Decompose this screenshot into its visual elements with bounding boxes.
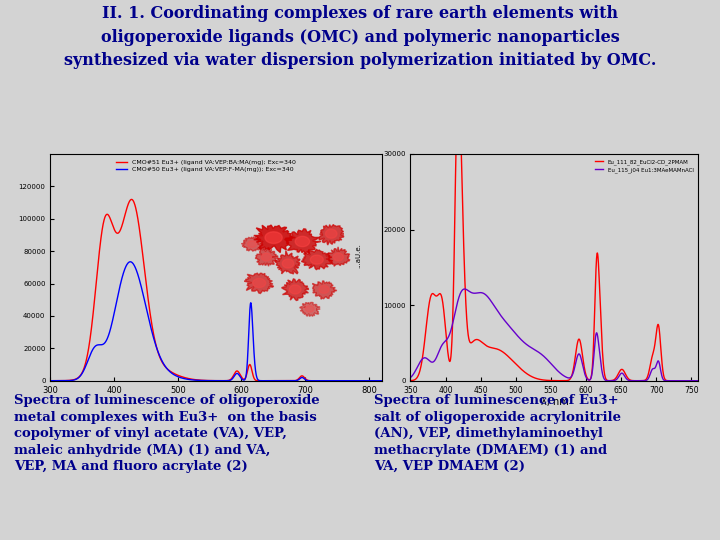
Polygon shape (319, 286, 329, 293)
Polygon shape (302, 249, 333, 270)
Polygon shape (312, 281, 337, 299)
Polygon shape (253, 279, 266, 287)
Polygon shape (325, 229, 337, 238)
Polygon shape (295, 237, 310, 247)
Polygon shape (300, 302, 320, 316)
Polygon shape (305, 306, 314, 312)
Polygon shape (261, 253, 271, 261)
Polygon shape (285, 229, 320, 254)
Polygon shape (328, 247, 350, 266)
Polygon shape (282, 279, 309, 300)
Text: Spectra of luminescence of oligoperoxide
metal complexes with Eu3+  on the basis: Spectra of luminescence of oligoperoxide… (14, 394, 320, 473)
Legend: Eu_111_82_EuCl2-CD_2PMAM, Eu_115_j04 Eu1:3MAeMAMnACl: Eu_111_82_EuCl2-CD_2PMAM, Eu_115_j04 Eu1… (593, 157, 696, 176)
Polygon shape (241, 237, 263, 251)
Text: II. 1. Coordinating complexes of rare earth elements with
oligoperoxide ligands : II. 1. Coordinating complexes of rare ea… (64, 5, 656, 70)
Polygon shape (248, 241, 256, 247)
Polygon shape (244, 273, 274, 293)
Polygon shape (289, 285, 301, 294)
Polygon shape (282, 259, 294, 268)
Polygon shape (319, 225, 344, 245)
Text: Spectra of luminescence of Eu3+
salt of oligoperoxide acrylonitrile
(AN), VEP, d: Spectra of luminescence of Eu3+ salt of … (374, 394, 621, 473)
Polygon shape (333, 253, 343, 261)
Text: ...аU.е.: ...аU.е. (356, 244, 361, 268)
Polygon shape (256, 247, 278, 266)
X-axis label: λ, nm: λ, nm (541, 397, 568, 407)
Legend: CMO#51 Eu3+ (ligand VA:VEP:BA:MA(mg); Exc=340, CMO#50 Eu3+ (ligand VA:VEP:F-MA(m: CMO#51 Eu3+ (ligand VA:VEP:BA:MA(mg); Ex… (113, 157, 298, 174)
Polygon shape (253, 225, 295, 253)
Polygon shape (310, 255, 323, 264)
Polygon shape (275, 251, 300, 274)
Polygon shape (265, 232, 282, 244)
